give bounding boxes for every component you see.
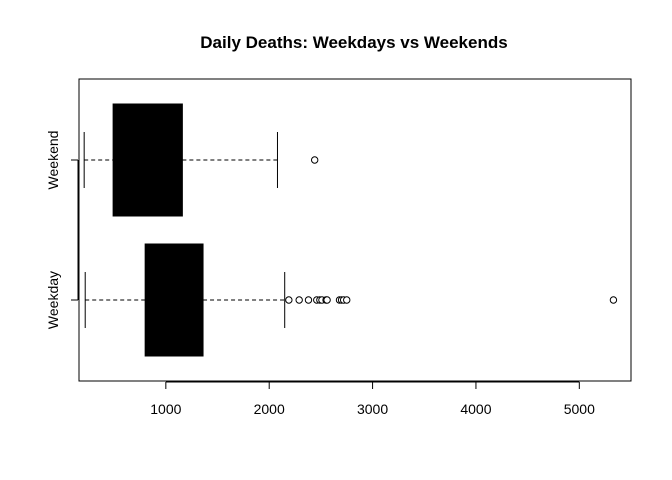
y-tick-label: Weekday	[45, 271, 61, 329]
x-tick-label: 3000	[357, 401, 388, 417]
chart-title: Daily Deaths: Weekdays vs Weekends	[200, 33, 507, 52]
outlier-point	[343, 296, 351, 304]
y-axis: Weekday Weekend	[45, 131, 79, 329]
x-tick-label: 4000	[460, 401, 491, 417]
outlier-point	[304, 296, 313, 304]
outlier-point	[310, 156, 319, 164]
outlier-point	[295, 296, 303, 304]
box-group-weekday	[84, 243, 618, 357]
y-tick-label: Weekend	[45, 131, 61, 190]
outlier-point	[323, 296, 331, 304]
x-axis: 1000 2000 3000 4000 5000	[150, 381, 595, 417]
boxes-layer	[83, 103, 618, 357]
x-tick-label: 5000	[564, 401, 595, 417]
outlier-point	[285, 296, 293, 304]
box-group-weekend	[83, 103, 319, 217]
plot-frame	[78, 78, 632, 382]
x-tick-label: 1000	[150, 401, 181, 417]
x-tick-label: 2000	[254, 401, 285, 417]
outlier-point	[609, 296, 618, 304]
